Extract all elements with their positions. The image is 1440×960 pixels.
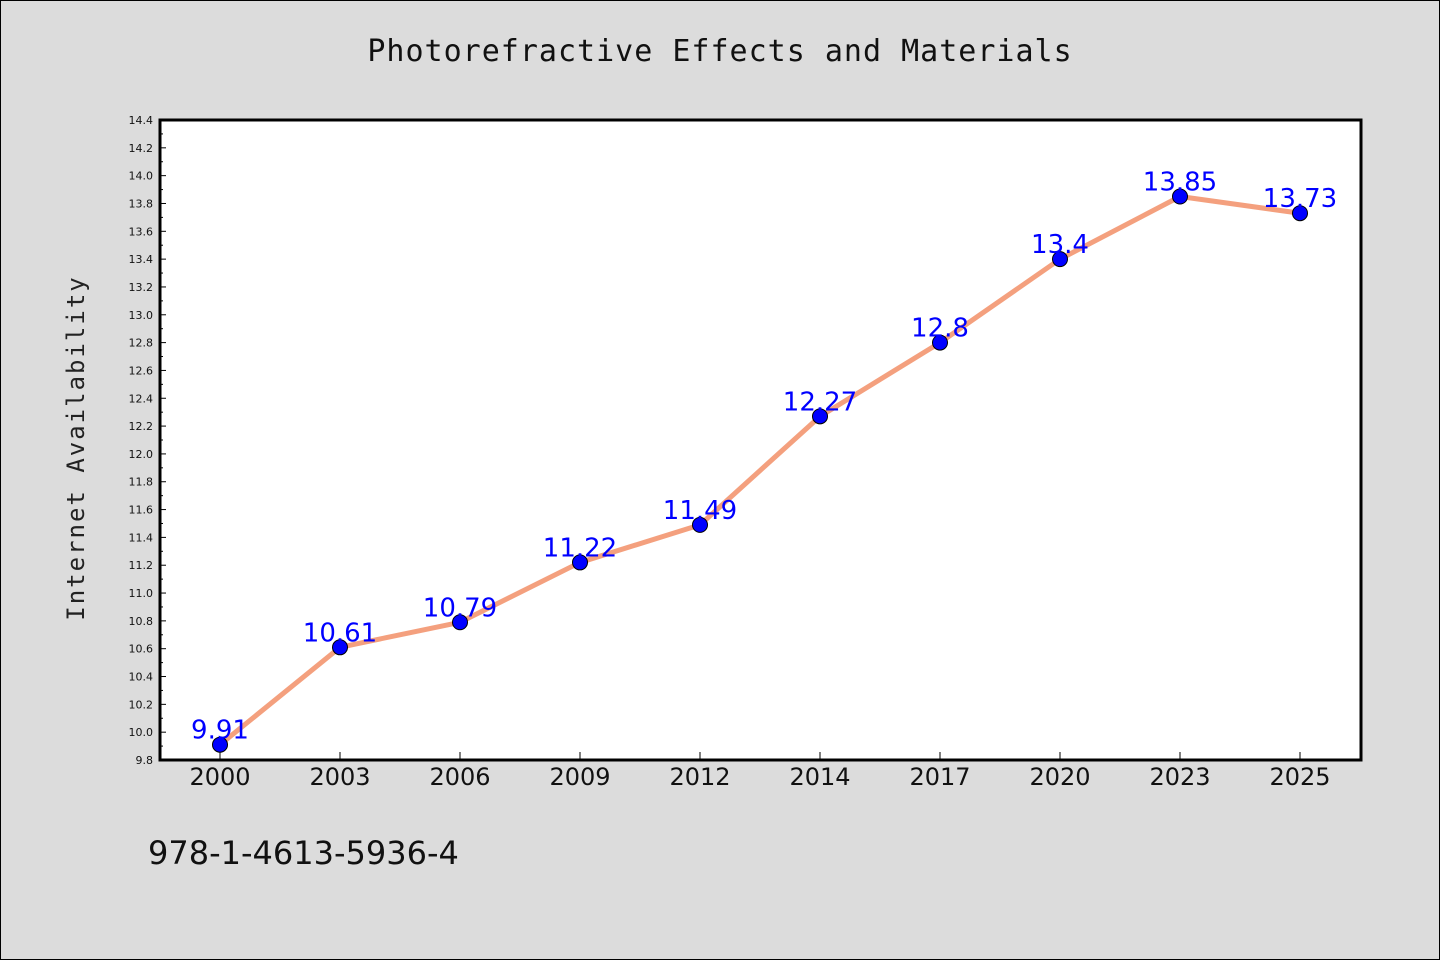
isbn-text: 978-1-4613-5936-4	[148, 834, 459, 872]
data-label: 11.22	[543, 533, 617, 563]
plot-area	[158, 118, 1363, 762]
y-tick-label: 11.0	[129, 587, 154, 600]
data-label: 9.91	[191, 716, 249, 746]
data-point	[452, 614, 468, 631]
x-tick-label: 2003	[309, 763, 370, 791]
y-tick-label: 12.2	[129, 420, 154, 433]
data-point	[1172, 188, 1188, 205]
data-point	[932, 334, 948, 351]
data-point	[1052, 251, 1068, 268]
y-tick-label: 14.4	[129, 114, 154, 127]
series-line	[217, 194, 1303, 748]
y-tick-label: 14.2	[129, 142, 154, 155]
data-label: 10.61	[303, 618, 377, 648]
y-tick-label: 13.6	[129, 225, 154, 238]
data-point	[332, 639, 348, 656]
y-tick-label: 9.8	[136, 754, 154, 767]
data-label: 10.79	[423, 593, 497, 623]
x-tick-label: 2023	[1149, 763, 1210, 791]
data-label: 13.85	[1143, 168, 1217, 198]
y-tick-label: 10.4	[129, 671, 154, 684]
x-tick-label: 2020	[1029, 763, 1090, 791]
data-point	[1292, 205, 1308, 222]
x-tick-label: 2025	[1269, 763, 1330, 791]
x-tick-label: 2014	[789, 763, 850, 791]
y-tick-label: 10.0	[129, 726, 154, 739]
x-tick-label: 2017	[909, 763, 970, 791]
y-tick-label: 10.6	[129, 643, 154, 656]
y-tick-label: 12.0	[129, 448, 154, 461]
chart-title: Photorefractive Effects and Materials	[367, 34, 1073, 69]
y-tick-label: 11.4	[129, 531, 154, 544]
data-point	[212, 736, 228, 753]
y-tick-label: 11.8	[129, 476, 154, 489]
data-label: 12.27	[783, 387, 857, 417]
data-label: 13.73	[1263, 184, 1337, 214]
y-tick-label: 11.6	[129, 504, 154, 517]
x-tick-label: 2009	[549, 763, 610, 791]
y-tick-label: 13.8	[129, 197, 154, 210]
y-tick-label: 13.0	[129, 309, 154, 322]
x-tick-label: 2000	[189, 763, 250, 791]
x-tick-label: 2006	[429, 763, 490, 791]
x-tick-label: 2012	[669, 763, 730, 791]
y-tick-label: 14.0	[129, 170, 154, 183]
data-point	[692, 516, 708, 533]
y-tick-label: 12.8	[129, 337, 154, 350]
y-tick-label: 12.4	[129, 392, 154, 405]
data-label: 11.49	[663, 496, 737, 526]
data-label: 12.8	[911, 314, 969, 344]
data-label: 13.4	[1031, 230, 1089, 260]
y-tick-label: 10.8	[129, 615, 154, 628]
y-tick-label: 10.2	[129, 698, 154, 711]
y-tick-label: 11.2	[129, 559, 154, 572]
data-point	[812, 408, 828, 425]
data-point	[572, 554, 588, 571]
y-tick-label: 13.2	[129, 281, 154, 294]
y-tick-label: 12.6	[129, 364, 154, 377]
y-tick-label: 13.4	[129, 253, 154, 266]
